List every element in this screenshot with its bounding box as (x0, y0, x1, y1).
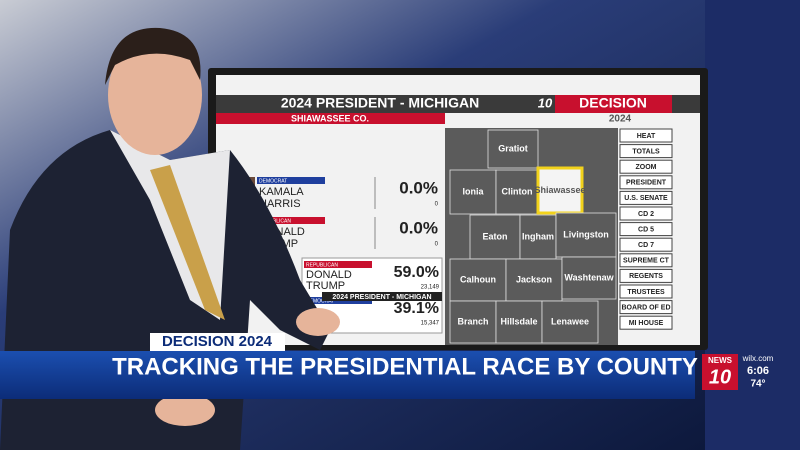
temperature: 74° (750, 379, 765, 390)
menu-button (619, 144, 673, 159)
county (449, 258, 507, 302)
menu-button (619, 128, 673, 143)
county (487, 129, 539, 169)
menu-button (619, 159, 673, 174)
candidate-pct: 0.0% (399, 178, 438, 197)
menu-button-label: CD 7 (638, 242, 654, 249)
menu-button (619, 300, 673, 315)
county-label: Shiawassee (534, 185, 585, 195)
county-label: Livingston (563, 229, 609, 239)
menu-button (619, 237, 673, 252)
menu-button (619, 175, 673, 190)
party-label: DEMOCRAT (259, 178, 287, 184)
presenter-hair (105, 27, 201, 85)
county (536, 166, 584, 215)
county-label: Ingham (522, 231, 554, 241)
lower-third-headline: TRACKING THE PRESIDENTIAL RACE BY COUNTY (112, 353, 698, 380)
screen-logo: 10 (538, 95, 553, 110)
headline-band (0, 351, 695, 399)
clock: 6:06 (747, 365, 769, 377)
menu-button (619, 284, 673, 299)
menu-button (619, 315, 673, 330)
county (561, 256, 617, 300)
candidate-first: KAMALA (259, 186, 304, 198)
candidate-votes: 0 (435, 242, 439, 248)
menu-button-label: CD 2 (638, 211, 654, 218)
county-label: Clinton (502, 186, 533, 196)
county-label: SHIAWASSEE CO. (291, 113, 369, 123)
menu-button-label: U.S. SENATE (624, 195, 668, 202)
candidate-pct: 0.0% (399, 218, 438, 237)
presenter-hand (296, 308, 340, 336)
station-site: wilx.com (742, 354, 774, 363)
screen-year: 2024 (609, 114, 632, 125)
county-label: Washtenaw (564, 272, 614, 282)
menu-button-label: CD 5 (638, 226, 654, 233)
party-label: DEMOCRAT (306, 298, 334, 304)
candidate-last: HARRIS (259, 198, 301, 210)
tag-box (150, 333, 285, 351)
county-label: Lenawee (551, 316, 589, 326)
menu-button-label: BOARD OF ED (622, 304, 671, 311)
county (495, 169, 539, 215)
menu-button (619, 253, 673, 268)
county-label: Ionia (462, 186, 484, 196)
candidate-pct: 59.0% (394, 264, 439, 281)
overlay-caption-bar (322, 292, 442, 301)
screen-title: 2024 PRESIDENT - MICHIGAN (281, 95, 479, 111)
county (495, 300, 543, 344)
county-label: Gratiot (498, 143, 528, 153)
candidate-votes: 15,347 (421, 321, 440, 327)
menu-button-label: HEAT (637, 133, 656, 140)
county (541, 300, 599, 344)
menu-button-label: TRUSTEES (627, 289, 665, 296)
presenter-face (108, 35, 202, 155)
screen-brand: DECISION (579, 95, 647, 111)
party-tag (257, 177, 325, 184)
county (555, 212, 617, 258)
menu-button (619, 268, 673, 283)
candidate-last: TRUMP (306, 280, 345, 292)
menu-button-label: ZOOM (636, 164, 657, 171)
menu-button-label: TOTALS (632, 148, 660, 155)
menu-button (619, 206, 673, 221)
presenter-tie (150, 165, 225, 320)
county-label: Calhoun (460, 274, 496, 284)
county-bar (216, 113, 445, 124)
candidate-first: DONALD (306, 269, 352, 281)
county-label: Jackson (516, 274, 552, 284)
menu-button-label: REGENTS (629, 273, 663, 280)
lower-third-tag: DECISION 2024 (162, 333, 273, 350)
station-name: NEWS (708, 356, 733, 365)
party-tag (304, 261, 372, 268)
party-label: REPUBLICAN (259, 218, 291, 224)
candidate-votes: 0 (435, 202, 439, 208)
county-label: Branch (457, 316, 488, 326)
party-tag (257, 217, 325, 224)
presenter-hand (155, 394, 215, 426)
county-label: Eaton (482, 231, 507, 241)
menu-button-label: MI HOUSE (629, 320, 664, 327)
menu-button-label: SUPREME CT (623, 258, 670, 265)
menu-button (619, 190, 673, 205)
candidate-votes: 23,149 (421, 285, 440, 291)
menu-button-label: PRESIDENT (626, 180, 667, 187)
candidate-pct: 39.1% (394, 300, 439, 317)
county-label: Hillsdale (500, 316, 537, 326)
party-label: REPUBLICAN (306, 262, 338, 268)
station-channel: 10 (709, 366, 731, 388)
county (449, 169, 497, 215)
overlay-caption: 2024 PRESIDENT - MICHIGAN (332, 294, 431, 301)
county (519, 214, 557, 260)
brand-box (555, 95, 672, 113)
menu-button (619, 222, 673, 237)
station-logo (702, 354, 738, 390)
